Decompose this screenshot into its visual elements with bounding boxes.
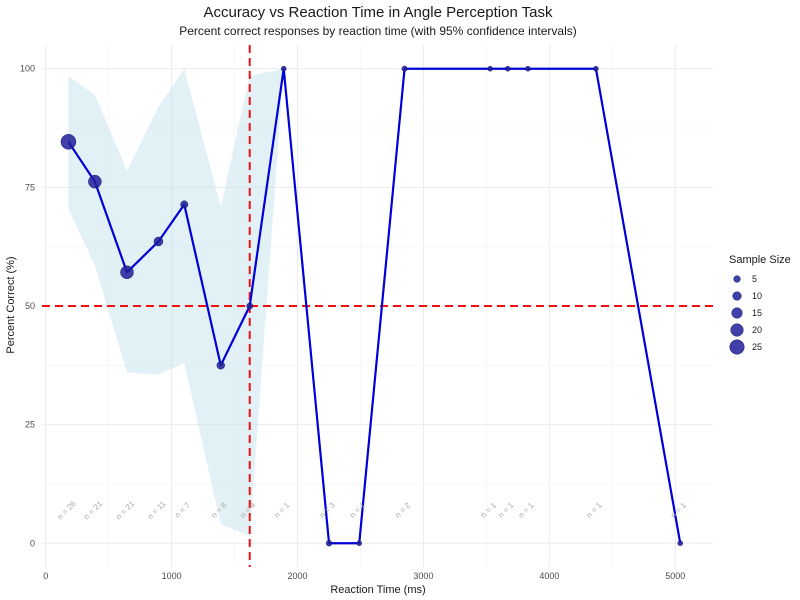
legend-key <box>733 275 741 283</box>
y-tick-label: 100 <box>20 64 35 74</box>
sample-size-label: n = 2 <box>393 500 412 519</box>
data-point <box>153 236 164 247</box>
x-tick-label: 1000 <box>162 571 182 581</box>
y-axis-title: Percent Correct (%) <box>5 256 17 353</box>
chart-subtitle: Percent correct responses by reaction ti… <box>179 24 577 38</box>
sample-size-label: n = 7 <box>173 500 192 519</box>
sample-size-label: n = 1 <box>669 500 688 519</box>
confidence-band <box>68 68 284 537</box>
data-point <box>401 65 408 72</box>
x-tick-label: 5000 <box>665 571 685 581</box>
data-point <box>246 302 254 310</box>
x-tick-label: 0 <box>43 571 48 581</box>
data-point <box>180 200 189 209</box>
grid <box>42 45 713 567</box>
legend-label: 20 <box>752 325 762 335</box>
y-axis-ticks: 0 25 50 75 100 <box>20 64 35 549</box>
chart-title: Accuracy vs Reaction Time in Angle Perce… <box>203 4 553 21</box>
y-tick-label: 50 <box>25 301 35 311</box>
data-point <box>487 65 493 72</box>
sample-size-label: n = 1 <box>496 500 515 519</box>
data-point <box>120 265 134 280</box>
legend-label: 15 <box>752 308 762 318</box>
series-line-layer <box>67 67 682 545</box>
sample-size-label: n = 1 <box>517 500 536 519</box>
x-axis-ticks: 0 1000 2000 3000 4000 5000 <box>43 571 685 581</box>
data-point <box>60 134 77 150</box>
data-point <box>325 540 333 547</box>
x-axis-title: Reaction Time (ms) <box>330 584 425 596</box>
legend-key <box>730 323 744 337</box>
legend-label: 5 <box>752 274 757 284</box>
data-point <box>677 540 684 547</box>
data-point <box>88 174 102 189</box>
sample-size-label: n = 11 <box>146 499 168 521</box>
sample-size-label: n = 1 <box>479 500 498 519</box>
legend-title: Sample Size <box>729 254 791 266</box>
y-tick-label: 75 <box>25 182 35 192</box>
sample-size-label: n = 26 <box>56 499 79 522</box>
y-tick-label: 25 <box>25 420 35 430</box>
y-tick-label: 0 <box>30 538 35 548</box>
data-point <box>593 65 599 72</box>
legend-key <box>729 339 745 355</box>
data-point <box>356 540 362 547</box>
sample-size-label: n = 1 <box>348 500 367 519</box>
confidence-band-layer <box>68 68 284 537</box>
x-tick-label: 3000 <box>413 571 433 581</box>
data-point <box>525 65 531 72</box>
sample-size-label: n = 21 <box>82 499 105 522</box>
series-line <box>67 67 682 545</box>
legend-label: 25 <box>752 342 762 352</box>
sample-size-label: n = 1 <box>272 500 291 519</box>
data-points <box>60 65 684 547</box>
legend-key <box>732 291 742 301</box>
data-point <box>280 65 287 72</box>
sample-size-label: n = 21 <box>114 499 137 522</box>
x-tick-label: 2000 <box>288 571 308 581</box>
data-point <box>505 65 511 72</box>
sample-size-label: n = 1 <box>585 500 604 519</box>
legend: Sample Size 5 10 15 20 25 <box>729 254 791 355</box>
data-point <box>216 361 225 370</box>
x-tick-label: 4000 <box>539 571 559 581</box>
legend-label: 10 <box>752 291 762 301</box>
legend-key <box>731 307 743 319</box>
